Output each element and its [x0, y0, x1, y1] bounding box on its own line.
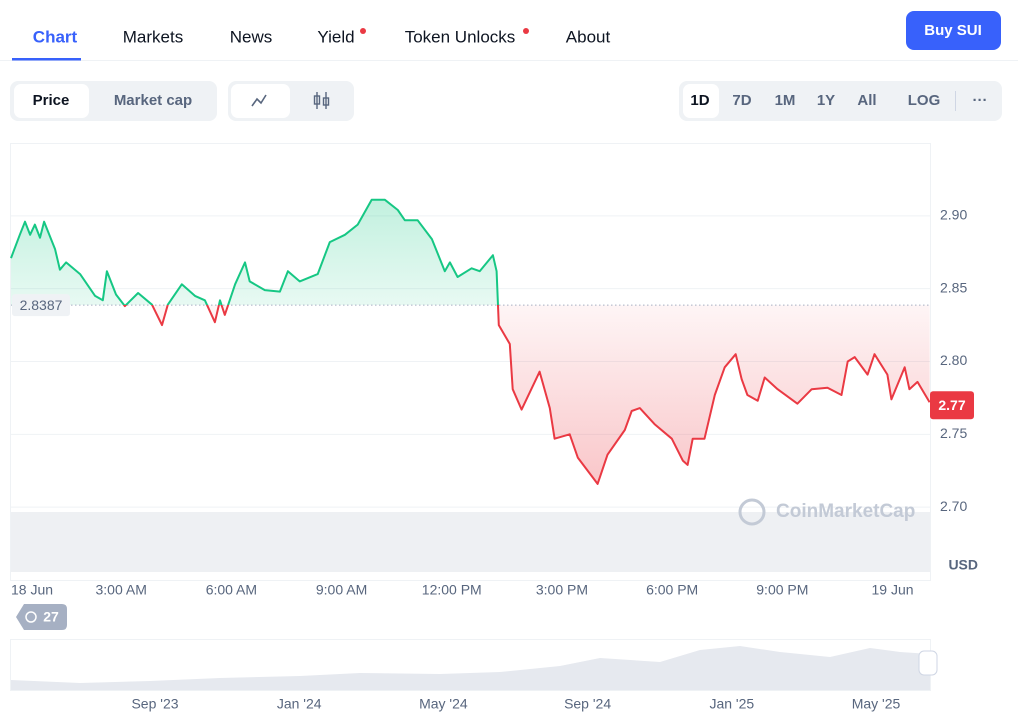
range-option[interactable]: 7D — [732, 92, 751, 109]
x-tick-label: 12:00 PM — [422, 582, 482, 598]
navigator-label: May '24 — [419, 696, 468, 712]
navigator-label: Jan '24 — [277, 696, 322, 712]
range-active[interactable] — [683, 84, 719, 118]
x-tick-label: 9:00 PM — [756, 582, 808, 598]
navigator-label: Sep '23 — [131, 696, 178, 712]
x-tick-label: 9:00 AM — [316, 582, 367, 598]
range-toggle — [679, 81, 1002, 121]
reference-badge — [12, 294, 70, 317]
price-area — [11, 199, 930, 484]
x-tick-label: 3:00 PM — [536, 582, 588, 598]
active-tab-underline — [12, 58, 81, 61]
navigator-label: Sep '24 — [564, 696, 611, 712]
navigator-area — [11, 646, 930, 690]
y-tick-label: 2.90 — [940, 207, 967, 223]
events-count[interactable]: 27 — [43, 609, 59, 625]
x-tick-label: 3:00 AM — [96, 582, 147, 598]
reference-label: 2.8387 — [20, 297, 63, 313]
x-tick-label: 6:00 PM — [646, 582, 698, 598]
nav-tab[interactable]: Markets — [123, 27, 183, 46]
navigator-label: Jan '25 — [709, 696, 754, 712]
navigator-label: May '25 — [852, 696, 901, 712]
y-tick-label: 2.75 — [940, 425, 967, 441]
nav-tab[interactable]: News — [230, 27, 273, 46]
y-tick-label: 2.70 — [940, 498, 967, 514]
current-price-label: 2.77 — [938, 397, 965, 413]
y-unit: USD — [948, 557, 978, 573]
range-option[interactable]: 1Y — [817, 92, 835, 109]
notify-dot — [523, 28, 529, 34]
nav-tab[interactable]: Chart — [33, 27, 78, 46]
price-line — [10, 198, 931, 485]
candle-icon[interactable] — [313, 92, 330, 109]
range-option[interactable]: LOG — [908, 92, 941, 109]
nav-tab[interactable]: Token Unlocks — [405, 27, 516, 46]
x-tick-label: 19 Jun — [872, 582, 914, 598]
watermark: CoinMarketCap — [776, 501, 915, 522]
x-tick-label: 6:00 AM — [206, 582, 257, 598]
buy-button-label[interactable]: Buy SUI — [924, 22, 982, 39]
nav-tab[interactable]: Yield — [317, 27, 354, 46]
watermark-logo — [738, 498, 766, 526]
mode-active[interactable] — [14, 84, 89, 118]
range-option[interactable]: 1M — [775, 92, 796, 109]
navigator-handle[interactable] — [918, 650, 938, 676]
line-icon — [251, 94, 267, 107]
buy-button[interactable] — [906, 11, 1001, 50]
volume-band — [11, 512, 930, 572]
range-option[interactable]: All — [857, 92, 876, 109]
mode-option[interactable]: Market cap — [114, 92, 192, 109]
line-type-button[interactable] — [231, 84, 290, 118]
y-tick-label: 2.85 — [940, 279, 967, 295]
range-option[interactable]: 1D — [690, 92, 709, 109]
current-price-badge — [930, 391, 974, 420]
more-button[interactable]: ··· — [973, 92, 988, 109]
nav-tab[interactable]: About — [566, 27, 611, 46]
events-icon — [25, 611, 37, 623]
mode-option[interactable]: Price — [33, 92, 70, 109]
x-tick-label: 18 Jun — [11, 582, 53, 598]
plot-frame — [10, 143, 931, 581]
events-badge[interactable] — [16, 604, 67, 630]
notify-dot — [360, 28, 366, 34]
y-tick-label: 2.80 — [940, 352, 967, 368]
